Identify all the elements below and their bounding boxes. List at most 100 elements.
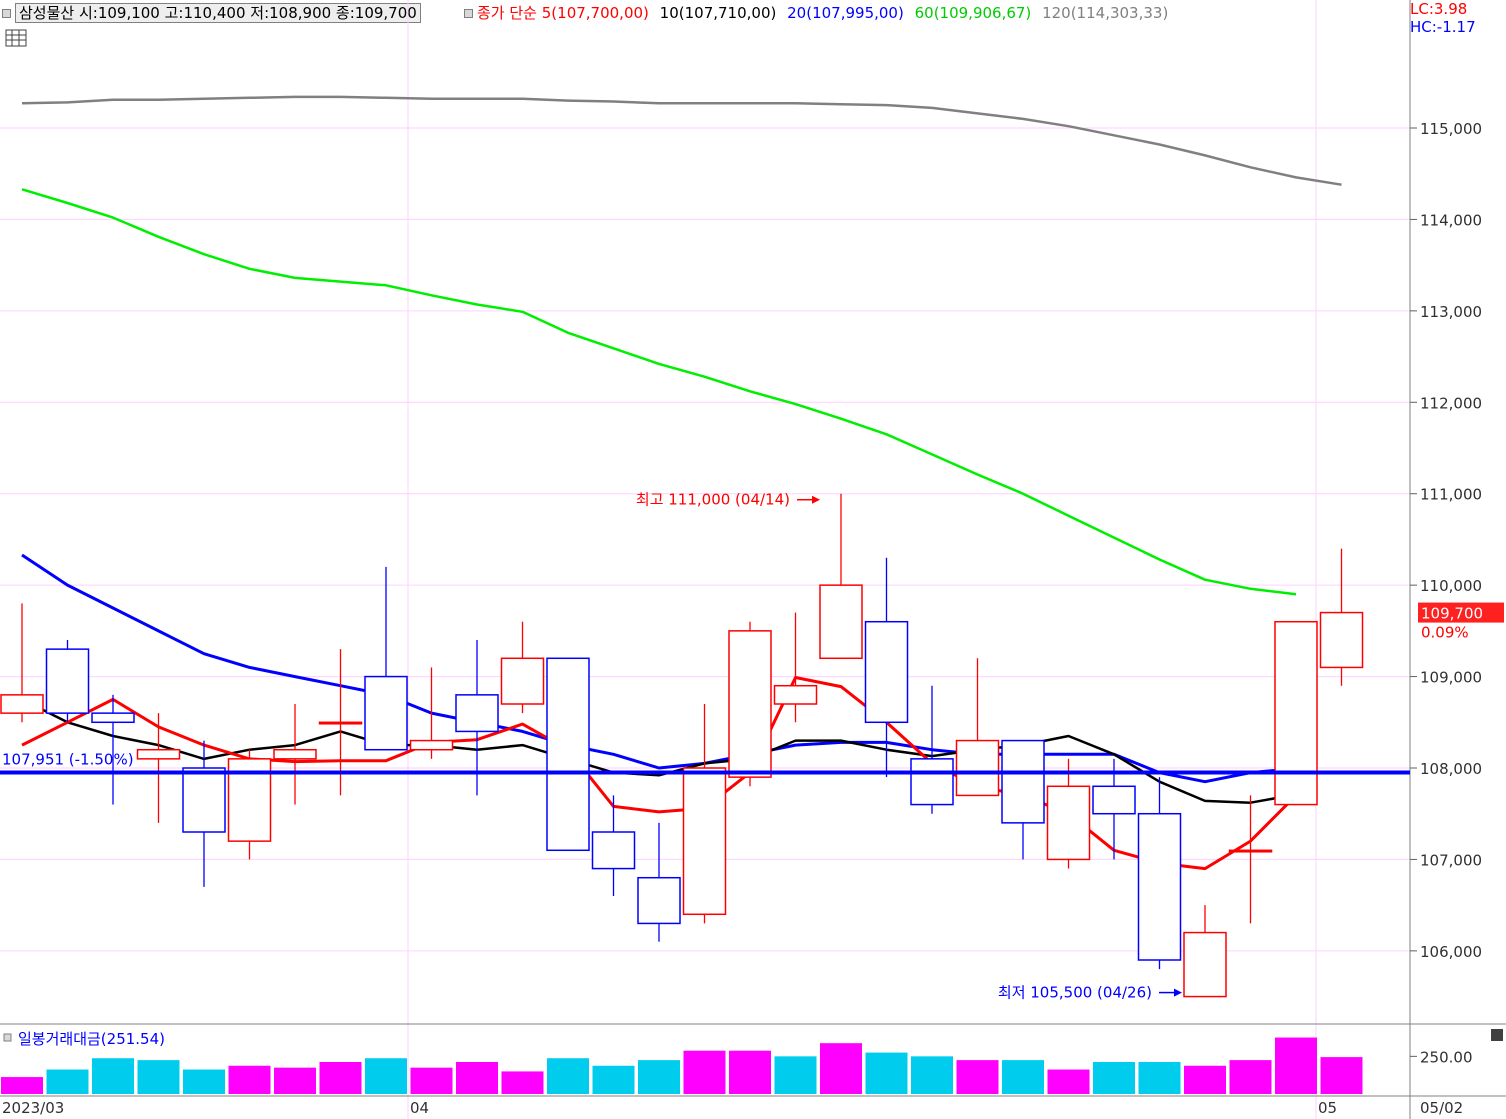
candle-body [364,675,408,751]
y-tick-label: 109,000 [1420,669,1482,687]
table-icon [5,29,27,47]
volume-title: 일봉거래대금(251.54) [18,1030,165,1048]
volume-bar [274,1067,316,1094]
candle-body [1228,849,1273,853]
volume-bar [956,1060,999,1094]
candle-body [1183,931,1227,998]
candle-body [318,721,363,725]
candle [1319,548,1364,686]
volume-bar [1184,1065,1226,1094]
x-label: 05 [1318,1099,1337,1117]
candle-body [273,748,317,760]
candle-body [91,712,135,724]
candle-body [955,739,1000,797]
ma60-line [21,188,1297,596]
ma-legend: 종가 단순 5(107,700,00) 10(107,710,00) 20(10… [464,2,1168,24]
volume-bar [92,1058,134,1094]
candle-body [910,758,954,806]
last-price-label: 109,700 [1421,605,1483,623]
last-change-label: 0.09% [1421,624,1469,642]
low-arrow-icon [1174,988,1182,997]
volume-bar [1,1077,43,1094]
volume-bar [1047,1069,1090,1094]
ma5-legend: 5(107,700,00) [541,4,649,22]
volume-bar [1229,1060,1272,1094]
candle [1046,758,1091,869]
candle-body [682,767,727,916]
volume-y-tick-label: 250.00 [1420,1048,1473,1066]
low-annotation: 최저 105,500 (04/26) [998,984,1152,1002]
candle [0,603,44,723]
candle-body [182,767,226,833]
volume-bar [456,1062,498,1094]
volume-bar [410,1067,453,1094]
ma120-legend: 120(114,303,33) [1042,4,1169,22]
volume-bar [137,1060,180,1094]
candle-body [136,748,181,760]
candle [227,749,272,860]
y-tick-label: 111,000 [1420,486,1482,504]
y-tick-label: 106,000 [1420,943,1482,961]
reference-line-label: 107,951 (-1.50%) [2,750,134,768]
candle-body [1092,785,1136,815]
volume-bar [183,1069,225,1094]
candle-body [1319,611,1364,669]
candle-body [864,620,909,724]
x-label: 05/02 [1420,1099,1463,1117]
volume-bar [592,1065,635,1094]
candle-body [1137,812,1182,961]
volume-bar [820,1043,862,1094]
candle [682,704,727,924]
candle [136,713,181,823]
volume-bar [501,1071,544,1094]
candle [1001,739,1045,860]
candle [273,704,317,805]
candle [637,822,681,942]
volume-bar [547,1058,589,1094]
candle-body [1001,739,1045,824]
candle-body [45,648,90,714]
candle-body [819,584,863,660]
x-label: 04 [410,1099,429,1117]
candle-body [591,831,636,870]
candle [864,557,909,778]
volume-bar [46,1069,89,1094]
ma10-legend: 10(107,710,00) [659,4,777,22]
volume-bar [1320,1057,1363,1094]
y-tick-label: 112,000 [1420,394,1482,412]
y-tick-label: 107,000 [1420,851,1482,869]
candle [546,657,590,852]
panel-close-icon [1491,1029,1503,1041]
candle-body [1274,620,1318,806]
candle-body [637,876,681,925]
ma20-line [21,553,1297,784]
y-tick-label: 110,000 [1420,577,1482,595]
volume-bar [1138,1062,1181,1094]
candle-body [1046,785,1091,861]
candle [364,566,408,751]
candle-body [773,684,818,705]
candle [955,658,1000,797]
stock-info-header: 삼성물산 시:109,100 고:110,400 저:108,900 종:109… [2,2,421,24]
ma-menu-icon[interactable] [464,9,473,18]
candle [819,493,863,660]
lc-value: LC:3.98 [1410,0,1468,18]
candle-body [728,630,772,778]
stock-menu-icon[interactable] [2,9,11,18]
candle [409,667,454,759]
volume-bar [365,1058,407,1094]
volume-bar [1002,1060,1044,1094]
candle [1183,905,1227,998]
candle-body [409,739,454,751]
ma120-line [21,95,1342,186]
candle [45,640,90,723]
candle [1092,758,1136,860]
volume-bar [1093,1062,1135,1094]
volume-bar [638,1060,680,1094]
volume-bar [911,1056,953,1094]
candle [455,640,499,796]
volume-bar [865,1052,908,1094]
candle [500,621,545,714]
volume-bar [729,1050,771,1094]
